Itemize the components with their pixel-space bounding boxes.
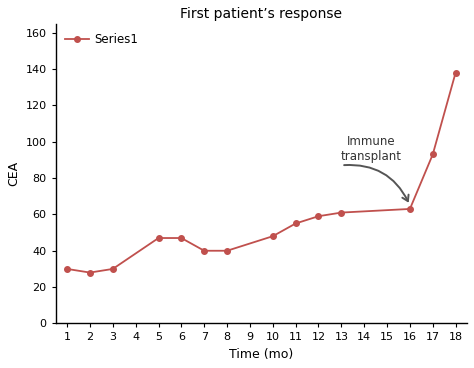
Series1 [110,267,116,271]
Text: Immune
transplant: Immune transplant [340,135,401,163]
Series1 [87,270,93,275]
Series1 [179,236,184,240]
Series1 [64,267,70,271]
Series1 [430,152,436,157]
Series1 [293,221,299,226]
Series1 [201,248,207,253]
Line: Series1: Series1 [64,70,458,275]
Series1 [338,210,344,215]
X-axis label: Time (mo): Time (mo) [229,348,293,361]
Y-axis label: CEA: CEA [7,161,20,186]
Title: First patient’s response: First patient’s response [180,7,342,21]
Series1 [270,234,275,238]
Legend: Series1: Series1 [62,29,142,49]
Series1 [407,207,413,211]
Series1 [453,70,458,75]
Series1 [155,236,161,240]
Series1 [224,248,230,253]
Series1 [316,214,321,219]
